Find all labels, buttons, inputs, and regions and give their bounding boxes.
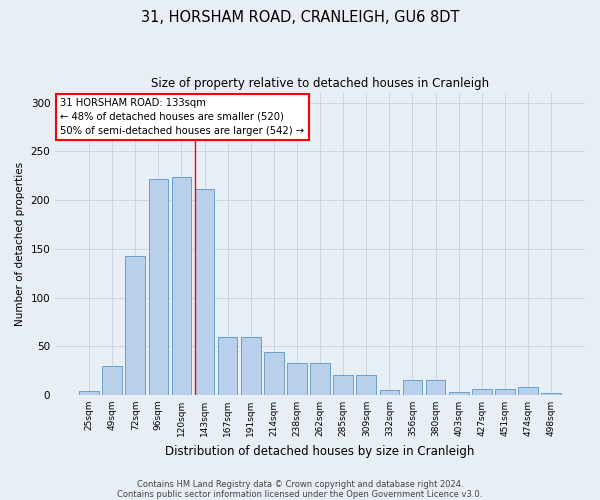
Bar: [380, 390, 399, 395]
Bar: [241, 338, 260, 395]
Bar: [472, 389, 491, 395]
Bar: [356, 376, 376, 395]
Bar: [495, 389, 515, 395]
Bar: [334, 376, 353, 395]
Bar: [541, 393, 561, 395]
Text: 31, HORSHAM ROAD, CRANLEIGH, GU6 8DT: 31, HORSHAM ROAD, CRANLEIGH, GU6 8DT: [141, 10, 459, 25]
Bar: [518, 387, 538, 395]
Bar: [103, 366, 122, 395]
Bar: [310, 363, 330, 395]
Bar: [403, 380, 422, 395]
Bar: [125, 256, 145, 395]
Text: Contains HM Land Registry data © Crown copyright and database right 2024.: Contains HM Land Registry data © Crown c…: [137, 480, 463, 489]
Bar: [172, 177, 191, 395]
Text: Contains public sector information licensed under the Open Government Licence v3: Contains public sector information licen…: [118, 490, 482, 499]
Bar: [218, 338, 238, 395]
Bar: [79, 391, 99, 395]
Bar: [149, 178, 168, 395]
Bar: [449, 392, 469, 395]
Bar: [287, 363, 307, 395]
Bar: [264, 352, 284, 395]
Text: 31 HORSHAM ROAD: 133sqm
← 48% of detached houses are smaller (520)
50% of semi-d: 31 HORSHAM ROAD: 133sqm ← 48% of detache…: [61, 98, 305, 136]
Bar: [426, 380, 445, 395]
Title: Size of property relative to detached houses in Cranleigh: Size of property relative to detached ho…: [151, 78, 489, 90]
Y-axis label: Number of detached properties: Number of detached properties: [15, 162, 25, 326]
X-axis label: Distribution of detached houses by size in Cranleigh: Distribution of detached houses by size …: [166, 444, 475, 458]
Bar: [195, 190, 214, 395]
